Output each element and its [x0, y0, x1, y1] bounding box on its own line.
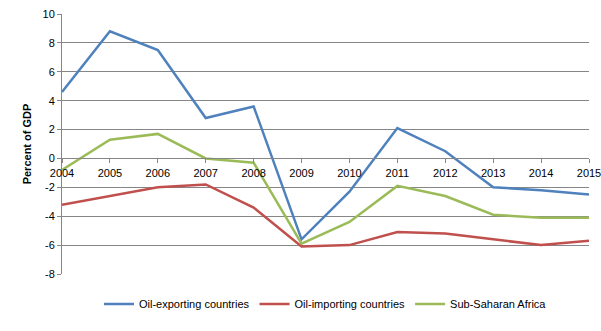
- svg-text:2004: 2004: [50, 167, 74, 179]
- svg-text:-4: -4: [45, 210, 55, 222]
- svg-text:2012: 2012: [433, 167, 457, 179]
- svg-text:2013: 2013: [481, 167, 505, 179]
- svg-text:2006: 2006: [146, 167, 170, 179]
- svg-text:2005: 2005: [98, 167, 122, 179]
- svg-text:Oil-importing countries: Oil-importing countries: [295, 298, 406, 310]
- svg-text:2010: 2010: [337, 167, 361, 179]
- svg-text:6: 6: [49, 66, 55, 78]
- svg-text:2014: 2014: [529, 167, 553, 179]
- svg-text:2011: 2011: [386, 167, 410, 179]
- svg-text:2009: 2009: [289, 167, 313, 179]
- svg-text:Percent of GDP: Percent of GDP: [21, 104, 33, 185]
- svg-text:2015: 2015: [577, 167, 601, 179]
- svg-text:4: 4: [49, 95, 55, 107]
- svg-text:-8: -8: [45, 268, 55, 280]
- svg-text:Oil-exporting countries: Oil-exporting countries: [139, 298, 250, 310]
- svg-text:-6: -6: [45, 239, 55, 251]
- svg-text:-2: -2: [45, 181, 55, 193]
- svg-text:2007: 2007: [193, 167, 217, 179]
- svg-text:8: 8: [49, 37, 55, 49]
- svg-text:2008: 2008: [241, 167, 265, 179]
- svg-text:Sub-Saharan Africa: Sub-Saharan Africa: [450, 298, 546, 310]
- svg-text:10: 10: [43, 8, 55, 20]
- svg-text:0: 0: [49, 152, 55, 164]
- svg-text:2: 2: [49, 123, 55, 135]
